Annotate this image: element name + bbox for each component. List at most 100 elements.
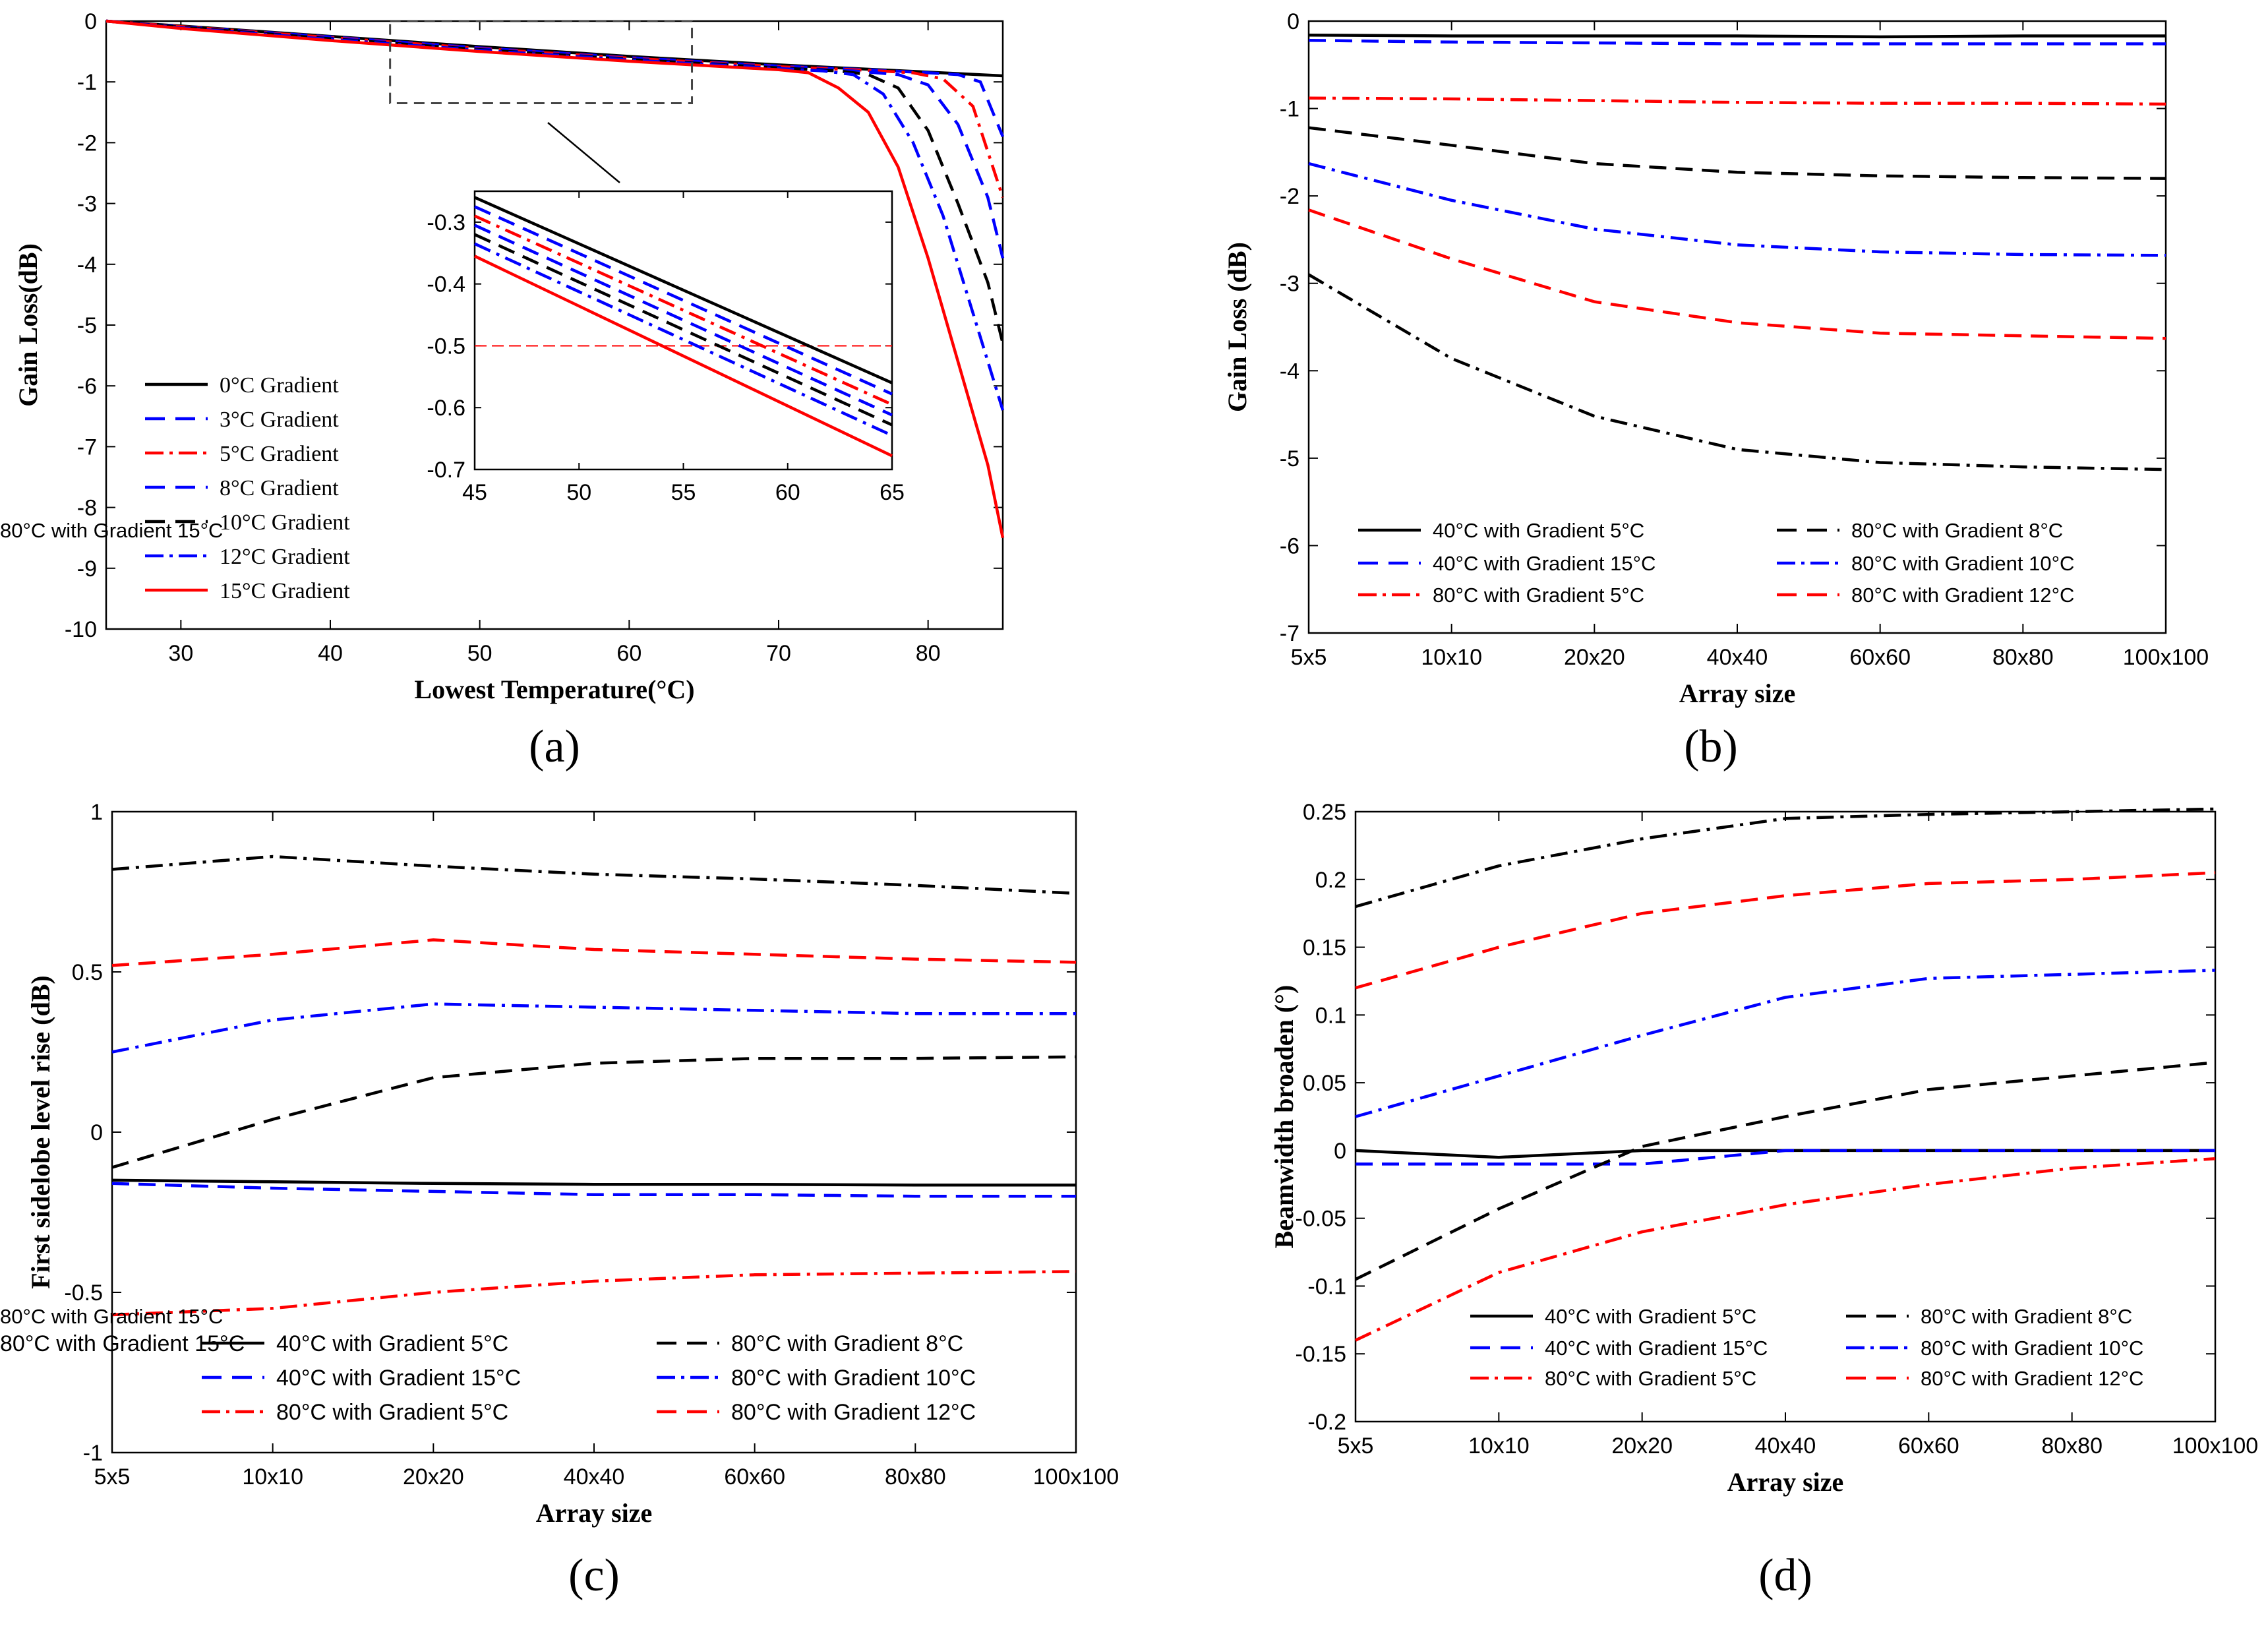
inset-series-line-7 xyxy=(474,255,893,458)
inset-series-line-1 xyxy=(474,196,893,384)
legend-label: 12°C Gradient xyxy=(220,545,350,569)
y-tick-label: 0.25 xyxy=(1303,800,1346,825)
y-tick-label: -5 xyxy=(77,313,97,338)
series-line-7 xyxy=(1355,807,2216,909)
series-line-5 xyxy=(1355,969,2216,1118)
inset-y-tick-label: -0.3 xyxy=(427,210,465,235)
y-axis-label: Beamwidth broaden (°) xyxy=(1269,985,1299,1249)
y-axis-label: Gain Loss (dB) xyxy=(1222,242,1252,412)
x-tick-label: 80x80 xyxy=(885,1464,946,1490)
y-tick-label: -9 xyxy=(77,557,97,582)
legend-label: 80°C with Gradient 10°C xyxy=(731,1366,976,1391)
series-line-5 xyxy=(111,1002,1076,1054)
y-tick-label: 0 xyxy=(1334,1139,1346,1164)
y-tick-label: -4 xyxy=(77,253,97,278)
x-tick-label: 60x60 xyxy=(724,1464,785,1490)
legend-label: 80°C with Gradient 5°C xyxy=(1545,1367,1756,1390)
legend-label: 0°C Gradient xyxy=(220,373,339,398)
legend-label: 40°C with Gradient 15°C xyxy=(1545,1337,1768,1360)
y-tick-label: -0.2 xyxy=(1307,1410,1346,1435)
legend-label: 80°C with Gradient 10°C xyxy=(1921,1337,2143,1360)
x-tick-label: 5x5 xyxy=(1291,645,1327,670)
legend-label: 80°C with Gradient 15°C xyxy=(0,1305,223,1328)
series-line-7 xyxy=(105,19,1005,539)
series-line-4 xyxy=(1355,1061,2216,1281)
series-line-2 xyxy=(105,19,1005,138)
legend-label: 40°C with Gradient 5°C xyxy=(1433,519,1644,542)
series-line-3 xyxy=(1355,1157,2216,1342)
y-tick-label: -10 xyxy=(65,617,97,642)
inset-series-line-2 xyxy=(474,205,893,396)
inset-x-tick-label: 50 xyxy=(566,480,591,505)
inset-y-tick-label: -0.7 xyxy=(427,458,465,483)
inset-y-tick-label: -0.4 xyxy=(427,272,465,297)
x-tick-label: 100x100 xyxy=(2123,645,2209,670)
x-tick-label: 40x40 xyxy=(564,1464,625,1490)
x-tick-label: 80 xyxy=(916,641,941,666)
series-line-5 xyxy=(1308,162,2166,257)
y-tick-label: -0.1 xyxy=(1307,1274,1346,1299)
y-axis-label: Gain Loss(dB) xyxy=(13,243,43,407)
x-tick-label: 40x40 xyxy=(1755,1433,1816,1459)
y-tick-label: -0.05 xyxy=(1296,1207,1347,1232)
y-tick-label: -2 xyxy=(77,131,97,156)
y-tick-label: 0 xyxy=(84,9,97,34)
chart-panel-a: 0 -1 -2 -3 -4 -5 -6 -7 -8 -9 -10 30 40 50 60 70 80 Lowest… xyxy=(13,9,1005,772)
y-tick-label: -1 xyxy=(83,1441,103,1466)
x-tick-label: 80x80 xyxy=(1992,645,2054,670)
series-line-4 xyxy=(111,1055,1077,1169)
inset-series-line-5 xyxy=(474,233,893,427)
x-tick-label: 10x10 xyxy=(1421,645,1482,670)
legend-label: 80°C with Gradient 12°C xyxy=(731,1400,976,1425)
series-line-6 xyxy=(105,19,1005,411)
y-tick-label: -6 xyxy=(77,374,97,399)
legend-label: 80°C with Gradient 15°C xyxy=(0,1331,245,1356)
legend-label: 3°C Gradient xyxy=(220,407,339,432)
series-line-7 xyxy=(1307,273,2166,471)
series-line-2 xyxy=(111,1182,1076,1198)
y-tick-label: -7 xyxy=(77,435,97,460)
y-tick-label: -8 xyxy=(77,496,97,521)
inset-frame xyxy=(473,190,893,471)
legend-label: 5°C Gradient xyxy=(220,442,339,466)
y-tick-label: 0.1 xyxy=(1315,1003,1346,1028)
y-tick-label: -0.15 xyxy=(1296,1342,1347,1367)
x-tick-label: 30 xyxy=(168,641,193,666)
panel-label: (d) xyxy=(1758,1550,1812,1601)
chart-panel-d: 0.250.20.150.10.050-0.05-0.1-0.15-0.25x5… xyxy=(0,800,2258,1601)
legend-label: 40°C with Gradient 15°C xyxy=(1433,552,1656,575)
inset-x-tick-label: 65 xyxy=(880,480,905,505)
inset-y-tick-label: -0.6 xyxy=(427,396,465,421)
y-tick-label: 1 xyxy=(90,800,103,825)
x-tick-label: 10x10 xyxy=(1468,1433,1530,1459)
y-tick-label: -7 xyxy=(1280,621,1299,646)
x-axis-label: Lowest Temperature(°C) xyxy=(414,675,694,704)
zoom-region-box xyxy=(389,20,694,104)
y-tick-label: -1 xyxy=(77,70,97,95)
x-tick-label: 20x20 xyxy=(1611,1433,1673,1459)
inset-y-tick-label: -0.5 xyxy=(427,334,465,359)
y-axis-label: First sidelobe level rise (dB) xyxy=(26,975,55,1288)
series-line-1 xyxy=(1308,33,2166,39)
inset-series-line-3 xyxy=(474,214,893,406)
y-tick-label: -1 xyxy=(1280,97,1299,122)
y-tick-label: 0.2 xyxy=(1315,868,1346,893)
zoom-connector-line xyxy=(547,122,620,183)
x-tick-label: 60x60 xyxy=(1849,645,1911,670)
x-axis-label: Array size xyxy=(1679,678,1796,708)
legend-label: 80°C with Gradient 8°C xyxy=(1851,519,2063,542)
plot-frame xyxy=(111,810,1077,1454)
legend-label: 80°C with Gradient 5°C xyxy=(276,1400,508,1425)
x-tick-label: 40x40 xyxy=(1707,645,1768,670)
x-tick-label: 100x100 xyxy=(1033,1464,1119,1490)
legend-label: 10°C Gradient xyxy=(220,510,350,535)
inset-x-tick-label: 45 xyxy=(462,480,487,505)
y-tick-label: -6 xyxy=(1280,533,1299,558)
panel-label: (c) xyxy=(568,1550,620,1601)
series-line-7 xyxy=(111,855,1077,895)
x-tick-label: 5x5 xyxy=(94,1464,131,1490)
x-axis-label: Array size xyxy=(536,1498,653,1528)
x-tick-label: 50 xyxy=(467,641,492,666)
y-tick-label: 0.05 xyxy=(1303,1071,1346,1096)
